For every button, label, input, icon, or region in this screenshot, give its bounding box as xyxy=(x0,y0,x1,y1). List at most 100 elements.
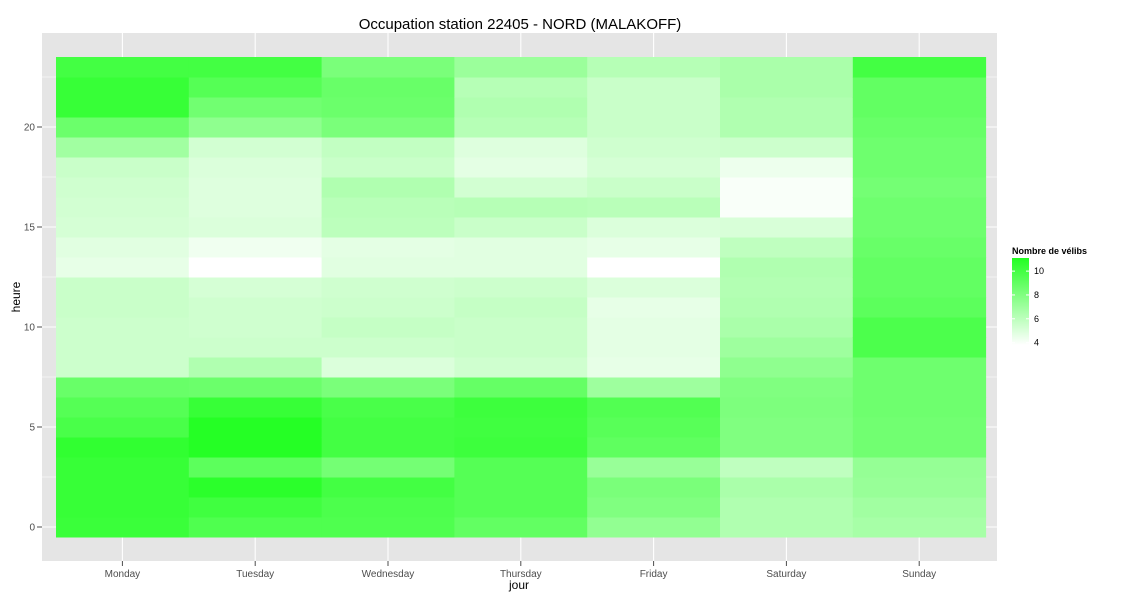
heatmap-cell xyxy=(321,157,455,178)
heatmap-cell xyxy=(454,377,588,398)
heatmap-cell xyxy=(56,277,190,298)
heatmap-cell xyxy=(852,277,987,298)
heatmap-cell xyxy=(321,277,455,298)
heatmap-cell xyxy=(587,397,721,418)
heatmap-cell xyxy=(188,217,323,238)
heatmap-cell xyxy=(720,357,854,378)
heatmap-cell xyxy=(321,397,455,418)
heatmap-cell xyxy=(852,517,987,538)
x-tick-label: Saturday xyxy=(766,569,806,580)
heatmap-cell xyxy=(188,417,323,438)
heatmap-cell xyxy=(454,297,588,318)
heatmap-cell xyxy=(587,517,721,538)
heatmap-cell xyxy=(321,137,455,158)
heatmap-cell xyxy=(720,437,854,458)
heatmap-cell xyxy=(720,377,854,398)
heatmap-cell xyxy=(321,457,455,478)
heatmap-cell xyxy=(56,377,190,398)
heatmap-cell xyxy=(321,77,455,98)
heatmap-cell xyxy=(587,277,721,298)
legend-tick-label: 8 xyxy=(1034,290,1039,300)
heatmap-cell xyxy=(56,237,190,258)
heatmap-cell xyxy=(188,117,323,138)
heatmap-cell xyxy=(852,317,987,338)
heatmap-cell xyxy=(188,337,323,358)
heatmap-cell xyxy=(720,197,854,218)
heatmap-cell xyxy=(454,317,588,338)
heatmap-cell xyxy=(56,477,190,498)
x-tick-label: Sunday xyxy=(902,569,936,580)
heatmap-cell xyxy=(321,417,455,438)
heatmap-cell xyxy=(852,497,987,518)
heatmap-cell xyxy=(188,457,323,478)
heatmap-cell xyxy=(454,217,588,238)
heatmap-cell xyxy=(321,517,455,538)
heatmap-cell xyxy=(587,197,721,218)
heatmap-cell xyxy=(56,357,190,378)
heatmap-cell xyxy=(587,77,721,98)
heatmap-cell xyxy=(56,217,190,238)
heatmap-cell xyxy=(852,457,987,478)
heatmap-cell xyxy=(188,257,323,278)
legend-title: Nombre de vélibs xyxy=(1012,246,1087,256)
heatmap-cell xyxy=(587,177,721,198)
heatmap-cell xyxy=(188,517,323,538)
heatmap-cell xyxy=(321,237,455,258)
heatmap-cell xyxy=(720,257,854,278)
heatmap-cell xyxy=(720,177,854,198)
heatmap-cell xyxy=(587,97,721,118)
heatmap-cell xyxy=(852,217,987,238)
y-tick-label: 10 xyxy=(24,323,36,334)
heatmap-cell xyxy=(188,157,323,178)
x-tick-label: Monday xyxy=(105,569,141,580)
heatmap-cell xyxy=(454,397,588,418)
heatmap-cell xyxy=(321,377,455,398)
heatmap-cell xyxy=(56,497,190,518)
heatmap-cell xyxy=(720,337,854,358)
heatmap-cell xyxy=(321,497,455,518)
heatmap-cell xyxy=(56,457,190,478)
legend-color-bar xyxy=(1012,258,1029,345)
heatmap-cell xyxy=(188,97,323,118)
heatmap-cell xyxy=(852,397,987,418)
heatmap-cell xyxy=(587,457,721,478)
heatmap-cell xyxy=(188,77,323,98)
heatmap-cell xyxy=(56,197,190,218)
heatmap-cell xyxy=(587,237,721,258)
heatmap-cell xyxy=(188,357,323,378)
heatmap-cell xyxy=(454,477,588,498)
heatmap-cell xyxy=(188,377,323,398)
heatmap-cell xyxy=(56,437,190,458)
heatmap-cell xyxy=(56,297,190,318)
x-tick-label: Thursday xyxy=(500,569,542,580)
heatmap-cell xyxy=(454,497,588,518)
heatmap-cell xyxy=(321,217,455,238)
heatmap-cell xyxy=(852,137,987,158)
heatmap-cell xyxy=(852,237,987,258)
x-axis-title: jour xyxy=(508,578,529,592)
heatmap-cell xyxy=(188,237,323,258)
heatmap-cell xyxy=(188,477,323,498)
heatmap-cell xyxy=(454,117,588,138)
x-tick-label: Wednesday xyxy=(362,569,415,580)
heatmap-cell xyxy=(852,257,987,278)
heatmap-cell xyxy=(188,397,323,418)
heatmap-cell xyxy=(56,397,190,418)
heatmap-cell xyxy=(188,57,323,78)
heatmap-cell xyxy=(852,337,987,358)
heatmap-cell xyxy=(587,417,721,438)
heatmap-cell xyxy=(454,157,588,178)
y-axis: 0 5 10 15 20 xyxy=(24,123,42,534)
heatmap-cell xyxy=(454,357,588,378)
heatmap-cell xyxy=(852,177,987,198)
heatmap-cell xyxy=(852,417,987,438)
heatmap-cell xyxy=(56,157,190,178)
heatmap-cell xyxy=(587,217,721,238)
heatmap-cell xyxy=(720,97,854,118)
heatmap-cell xyxy=(852,297,987,318)
heatmap-cell xyxy=(454,77,588,98)
heatmap-cell xyxy=(321,317,455,338)
heatmap-cell xyxy=(720,277,854,298)
heatmap-cell xyxy=(720,457,854,478)
